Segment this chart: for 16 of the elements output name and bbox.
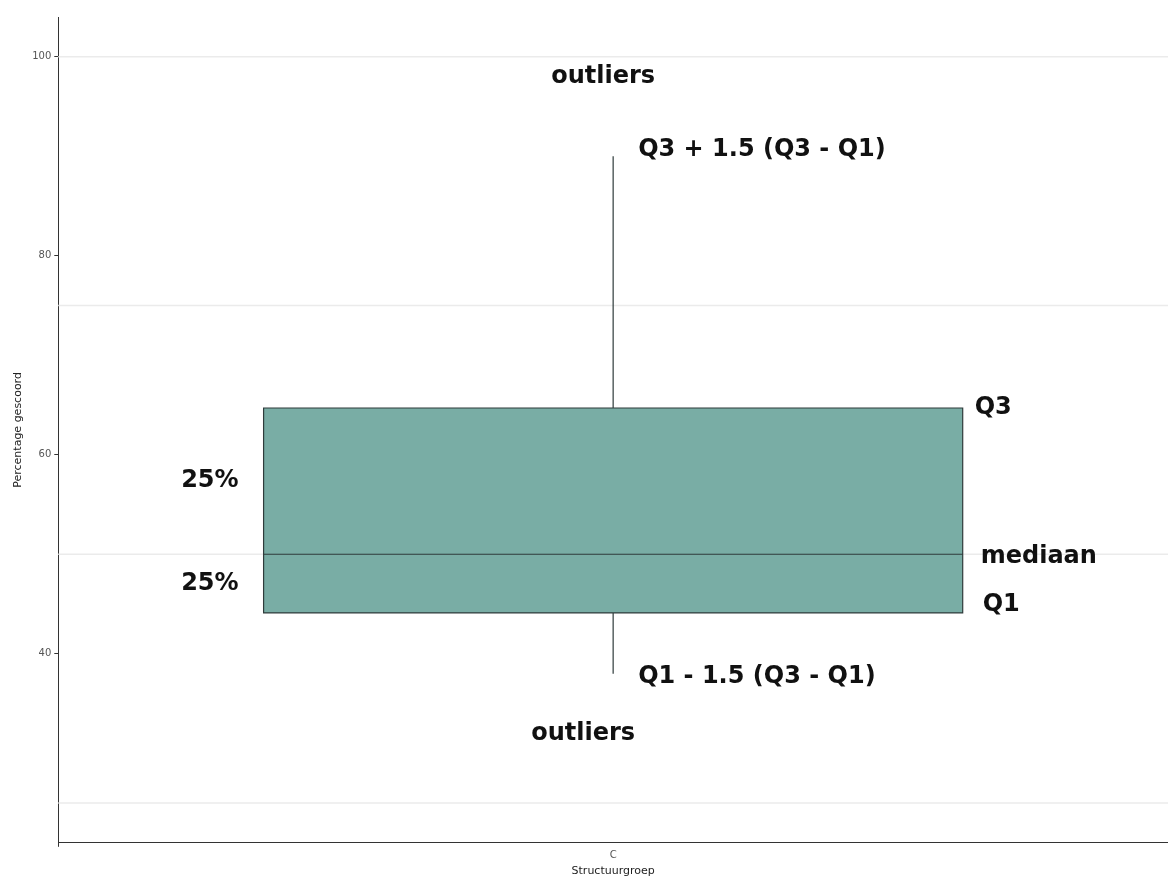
x-axis-title: Structuurgroep bbox=[571, 864, 655, 878]
y-tick-label: 100 bbox=[32, 50, 52, 62]
annotation: 25% bbox=[181, 567, 239, 596]
annotation: Q3 bbox=[974, 392, 1012, 421]
y-tick-label: 60 bbox=[38, 448, 52, 460]
annotation: Q1 - 1.5 (Q3 - Q1) bbox=[638, 660, 876, 689]
y-tick-label: 40 bbox=[38, 647, 52, 659]
annotation: 25% bbox=[181, 465, 239, 494]
x-tick-label: C bbox=[609, 849, 617, 861]
annotation: outliers bbox=[551, 60, 656, 89]
y-tick-label: 80 bbox=[38, 249, 52, 261]
annotation: mediaan bbox=[980, 540, 1097, 569]
annotation: outliers bbox=[531, 717, 636, 746]
y-axis-title: Percentage gescoord bbox=[11, 372, 25, 488]
annotation: Q3 + 1.5 (Q3 - Q1) bbox=[638, 133, 886, 162]
annotation: Q1 bbox=[982, 589, 1020, 618]
